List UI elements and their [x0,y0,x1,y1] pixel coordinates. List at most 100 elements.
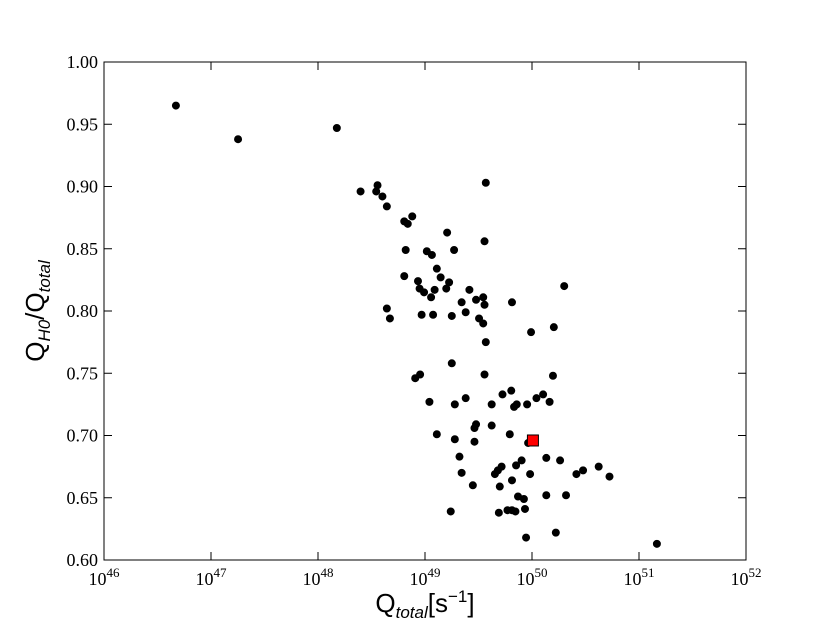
point [520,504,529,513]
point [519,494,528,503]
point [408,212,417,221]
point [427,250,436,259]
point [382,304,391,313]
plot-frame [103,61,747,561]
point [443,228,452,237]
point [455,452,464,461]
point [372,187,381,196]
point [487,400,496,409]
point [468,481,477,490]
point [457,468,466,477]
point [479,293,488,302]
point [572,470,581,479]
x-tick-base: 10 [196,569,214,589]
x-label-part: −1 [448,587,467,606]
point [446,507,455,516]
point [512,461,521,470]
x-tick-label: 1050 [517,565,548,589]
y-tick-label: 0.90 [67,177,99,197]
point [427,293,436,302]
y-tick-label: 0.70 [67,426,99,446]
point [480,370,489,379]
point [594,462,603,471]
point [450,400,459,409]
x-label-part: [s [428,588,448,618]
point [549,323,558,332]
x-tick-label: 1051 [624,565,655,589]
x-label-part: ] [467,588,474,618]
point [562,491,571,500]
y-label-part: Q [20,342,50,362]
point [472,295,481,304]
y-tick-label: 0.95 [67,114,99,134]
x-tick-base: 10 [624,569,642,589]
point [417,310,426,319]
point [430,285,439,294]
point [539,390,548,399]
point [481,338,490,347]
point [432,430,441,439]
point [495,482,504,491]
point [403,219,412,228]
x-tick-base: 10 [731,569,749,589]
x-tick-base: 10 [517,569,535,589]
point [527,328,536,337]
y-tick-label: 0.60 [67,550,99,570]
point [400,272,409,281]
point [442,284,451,293]
point [479,319,488,328]
x-tick-exponent: 51 [642,565,655,580]
point [526,470,535,479]
point [457,298,466,307]
point [551,528,560,537]
point [542,453,551,462]
y-tick-label: 0.80 [67,301,99,321]
x-tick-label: 1047 [196,565,228,589]
point [652,539,661,548]
point [560,282,569,291]
point [447,359,456,368]
x-tick-base: 10 [89,569,107,589]
point [542,491,551,500]
x-tick-exponent: 47 [214,565,228,580]
y-label-part: total [35,259,54,292]
point [465,285,474,294]
point [450,245,459,254]
point [522,533,531,542]
x-tick-exponent: 50 [535,565,548,580]
x-tick-label: 1048 [303,565,334,589]
point [480,237,489,246]
point [487,421,496,430]
y-tick-label: 1.00 [67,52,99,72]
point [579,466,588,475]
x-tick-exponent: 46 [107,565,121,580]
y-axis-label: QH0/Qtotal [20,259,54,362]
point [470,437,479,446]
point [429,310,438,319]
point [385,314,394,323]
point [413,277,422,286]
point [512,400,521,409]
point [526,434,539,447]
y-label-part: H0 [35,319,54,341]
point [507,298,516,307]
point [523,400,532,409]
point [436,273,445,282]
point [505,430,514,439]
point [472,420,481,429]
point [332,123,341,132]
point [511,507,520,516]
y-tick-label: 0.65 [67,488,99,508]
point [171,101,180,110]
point [425,397,434,406]
point [378,192,387,201]
x-tick-exponent: 52 [749,565,762,580]
point [498,390,507,399]
x-tick-label: 1046 [89,565,121,589]
point [605,472,614,481]
y-tick-label: 0.75 [67,363,99,383]
point [497,462,506,471]
x-axis-label: Qtotal[s−1] [375,587,474,622]
